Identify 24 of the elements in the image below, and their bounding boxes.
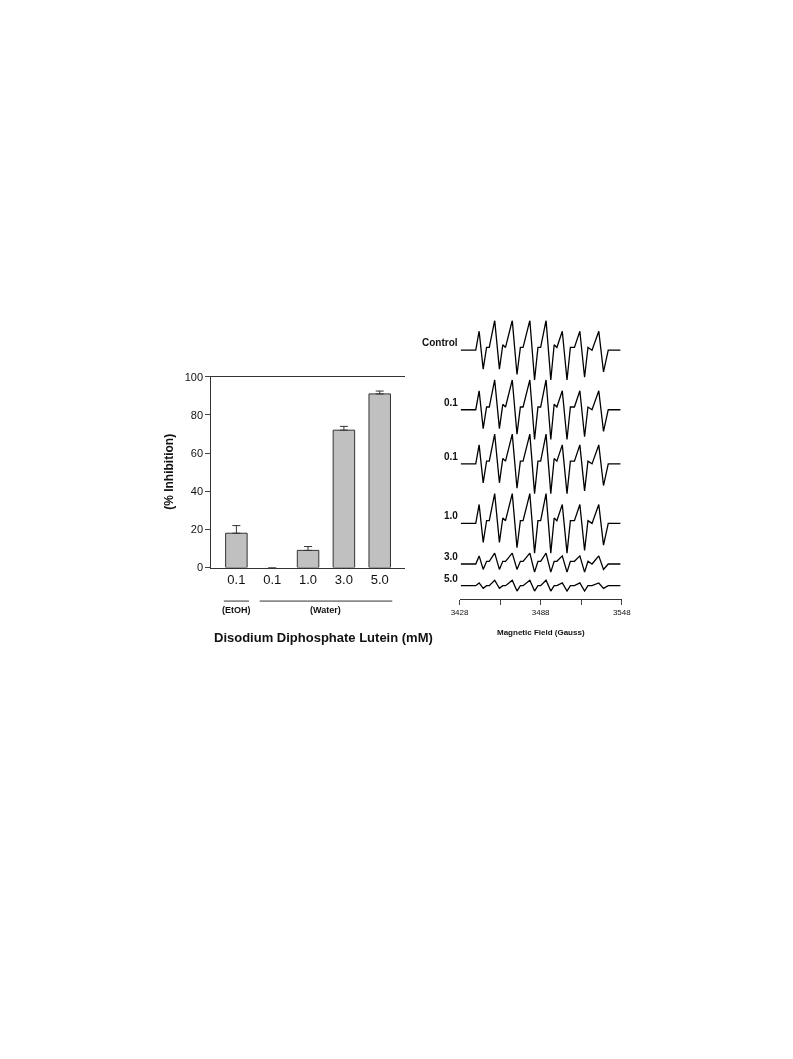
- series-label: 0.1: [444, 451, 459, 462]
- y-tick-label: 80: [190, 408, 204, 421]
- text: (EtOH): [222, 605, 251, 615]
- y-axis-title: (% Inhibition): [161, 433, 176, 510]
- series-label: Control: [422, 337, 458, 348]
- x-tick-label: 5.0: [370, 572, 389, 588]
- x-tick-label: 3.0: [334, 572, 353, 588]
- text: (Water): [310, 605, 341, 615]
- y-tick-label: 60: [190, 446, 204, 459]
- series-label: 0.1: [444, 397, 459, 408]
- x-tick-label: 3488: [531, 607, 551, 617]
- y-tick-label: 20: [190, 523, 204, 536]
- y-tick-label: 100: [184, 370, 204, 383]
- series-label: 3.0: [444, 551, 459, 562]
- y-tick-label: 40: [190, 485, 204, 498]
- x-tick-label: 0.1: [227, 572, 246, 588]
- series-label: 1.0: [444, 510, 459, 521]
- x-tick-label: 3548: [612, 607, 632, 617]
- x-tick-label: 3428: [450, 607, 469, 617]
- x-tick-label: 1.0: [299, 572, 318, 588]
- y-tick-label: 0: [196, 561, 204, 574]
- x-axis-title: Disodium Diphosphate Lutein (mM): [214, 630, 433, 645]
- x-tick-label: 0.1: [263, 572, 282, 588]
- x-axis-title: Magnetic Field (Gauss): [497, 628, 585, 637]
